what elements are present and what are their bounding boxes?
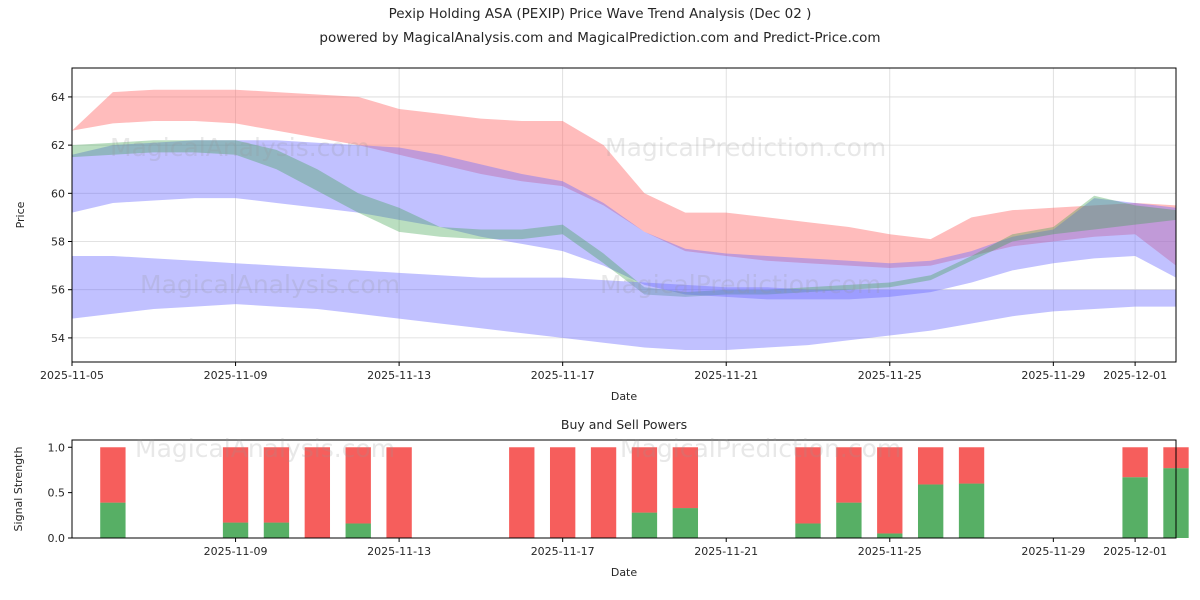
- bar-buy: [795, 523, 821, 538]
- y-tick-label: 0.5: [48, 487, 66, 500]
- x-axis-label: Date: [611, 390, 638, 403]
- power-bar: [549, 447, 576, 538]
- power-chart-title: Buy and Sell Powers: [561, 417, 687, 432]
- price-bands: [72, 89, 1176, 350]
- power-bar: [100, 447, 126, 538]
- bar-sell: [836, 447, 862, 503]
- power-bar: [958, 447, 985, 538]
- band-blue-band-lower: [72, 255, 1176, 350]
- bar-buy: [1122, 477, 1148, 538]
- bar-sell: [795, 447, 821, 524]
- bar-sell: [509, 447, 535, 538]
- x-tick-label: 2025-11-09: [204, 369, 268, 382]
- bar-sell: [100, 447, 126, 503]
- x-tick-label: 2025-11-17: [531, 369, 595, 382]
- bar-buy: [345, 523, 371, 538]
- bar-buy: [836, 502, 862, 538]
- y-tick-label: 62: [51, 139, 65, 152]
- x-tick-label: 2025-11-13: [367, 369, 431, 382]
- x-tick-label: 2025-11-25: [858, 369, 922, 382]
- bar-buy: [222, 522, 249, 538]
- x-axis-label: Date: [611, 566, 638, 579]
- bar-sell: [1122, 447, 1148, 478]
- y-tick-label: 60: [51, 187, 65, 200]
- power-plot-frame: [71, 439, 1177, 539]
- x-tick-label: 2025-11-29: [1021, 369, 1085, 382]
- power-bar: [917, 447, 944, 538]
- bar-sell: [958, 447, 985, 484]
- power-bar: [222, 447, 249, 538]
- bar-buy: [263, 522, 290, 538]
- x-tick-label: 2025-11-17: [531, 545, 595, 558]
- y-tick-label: 64: [51, 91, 65, 104]
- power-bar: [795, 447, 821, 538]
- buy-sell-power-chart: Buy and Sell Powers 0.0 0.5 1.0 2025-11-09 20…: [12, 417, 1189, 579]
- power-bar: [509, 447, 535, 538]
- bar-sell: [917, 447, 944, 485]
- y-tick-label: 56: [51, 284, 65, 297]
- bar-buy: [100, 502, 126, 538]
- bar-buy: [958, 483, 985, 538]
- power-bar: [263, 447, 290, 538]
- bar-sell: [631, 447, 658, 513]
- page-title: Pexip Holding ASA (PEXIP) Price Wave Tre…: [388, 6, 812, 22]
- bar-buy: [877, 533, 903, 538]
- power-bar: [345, 447, 371, 538]
- power-bar: [631, 447, 658, 538]
- y-tick-label: 58: [51, 236, 65, 249]
- x-tick-label: 2025-11-09: [204, 545, 268, 558]
- y-tick-label: 1.0: [48, 441, 66, 454]
- bar-sell: [222, 447, 249, 523]
- y-tick-label: 0.0: [48, 532, 66, 545]
- plot-frame: [71, 67, 1177, 363]
- y-tick-label: 54: [51, 332, 65, 345]
- price-wave-chart: 54 56 58 60 62 64 2025-11-05 2025-11-09 2025-11-…: [14, 67, 1177, 403]
- bar-sell: [386, 447, 412, 538]
- y-axis-label: Signal Strength: [12, 447, 25, 532]
- bar-sell: [345, 447, 371, 524]
- power-bar: [590, 447, 617, 538]
- bar-buy: [631, 512, 658, 538]
- x-tick-label: 2025-11-13: [367, 545, 431, 558]
- bar-sell: [877, 447, 903, 534]
- power-bar: [672, 447, 699, 538]
- page-subtitle: powered by MagicalAnalysis.com and Magic…: [319, 30, 881, 46]
- band-blue-band-upper: [72, 140, 1176, 300]
- band-red-band: [72, 89, 1176, 269]
- y-axis-label: Price: [14, 201, 27, 228]
- bar-sell: [549, 447, 576, 538]
- bar-buy: [672, 508, 699, 538]
- bar-sell: [304, 447, 331, 538]
- x-tick-label: 2025-11-25: [858, 545, 922, 558]
- x-tick-label: 2025-11-21: [694, 545, 758, 558]
- bar-buy: [917, 484, 944, 538]
- power-bar: [836, 447, 862, 538]
- power-bar: [877, 447, 903, 538]
- bar-sell: [263, 447, 290, 523]
- power-bar: [1122, 447, 1148, 538]
- power-bar: [304, 447, 331, 538]
- x-tick-label: 2025-12-01: [1103, 545, 1167, 558]
- power-bar: [386, 447, 412, 538]
- x-tick-label: 2025-12-01: [1103, 369, 1167, 382]
- x-tick-label: 2025-11-05: [40, 369, 104, 382]
- x-tick-label: 2025-11-21: [694, 369, 758, 382]
- bar-sell: [590, 447, 617, 538]
- bar-sell: [672, 447, 699, 509]
- x-tick-label: 2025-11-29: [1021, 545, 1085, 558]
